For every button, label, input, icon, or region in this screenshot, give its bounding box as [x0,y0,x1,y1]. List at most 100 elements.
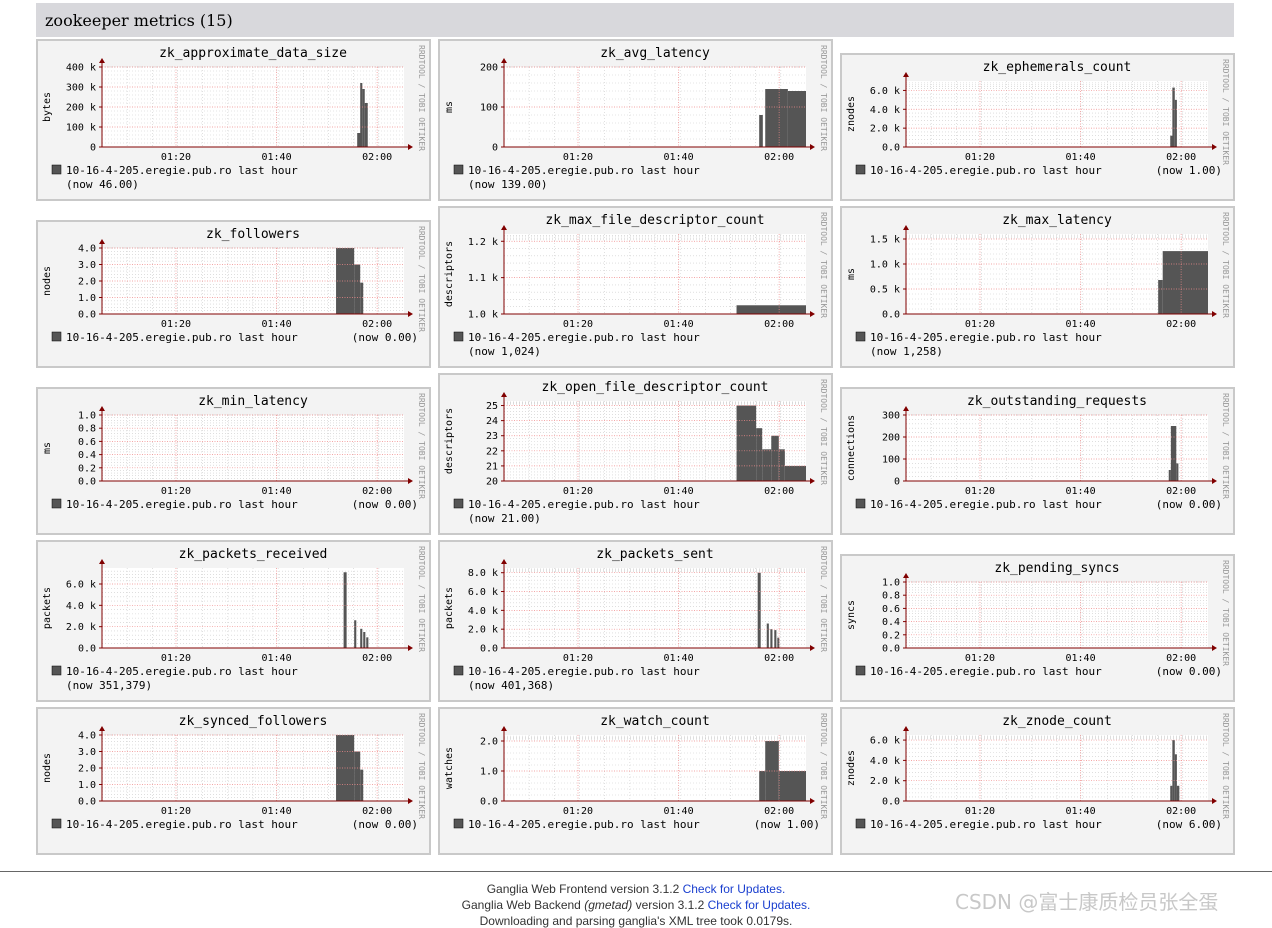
graph-panel[interactable]: zk_packets_sent RRDTOOL / TOBI OETIKER pac… [438,540,833,702]
legend-now-value: (now 351,379) [66,679,152,692]
y-axis-label: ms [444,101,455,113]
y-tick-label: 20 [486,477,498,488]
series-area [354,751,361,801]
y-tick-label: 0.6 [78,437,96,448]
x-tick-label: 01:40 [1066,486,1096,497]
rrdtool-credit: RRDTOOL / TOBI OETIKER [1221,560,1230,666]
y-axis-label: bytes [42,92,53,122]
x-axis-arrow [408,144,413,150]
y-tick-label: 400 k [66,63,96,74]
x-axis-arrow [408,645,413,651]
x-axis-arrow [1212,144,1217,150]
frontend-update-link[interactable]: Check for Updates. [682,882,786,896]
legend-host: 10-16-4-205.eregie.pub.ro last hour [870,818,1102,831]
x-tick-label: 02:00 [764,486,794,497]
y-tick-label: 1.0 [78,780,96,791]
series-area [1172,87,1175,147]
y-tick-label: 6.0 k [870,736,900,747]
graph-svg: zk_followers RRDTOOL / TOBI OETIKER nodes 0… [42,226,426,344]
graph-panel[interactable]: zk_avg_latency RRDTOOL / TOBI OETIKER ms 0 1… [438,39,833,201]
graph-panel[interactable]: zk_min_latency RRDTOOL / TOBI OETIKER ms 0.… [36,387,431,535]
y-tick-label: 100 [882,455,900,466]
x-tick-label: 01:40 [262,806,292,817]
rrdtool-credit: RRDTOOL / TOBI OETIKER [819,45,828,151]
y-tick-label: 6.0 k [468,587,498,598]
y-axis-arrow [501,392,507,397]
watermark: CSDN @富士康质检员张全蛋 [955,890,1219,914]
y-tick-label: 23 [486,431,498,442]
rrdtool-credit: RRDTOOL / TOBI OETIKER [819,713,828,819]
y-tick-label: 0.8 [882,591,900,602]
y-axis-arrow [903,72,909,77]
legend-now-value: (now 1.00) [1156,164,1222,177]
graph-svg: zk_znode_count RRDTOOL / TOBI OETIKER znod… [846,713,1230,831]
y-tick-label: 4.0 k [66,601,96,612]
series-area [759,115,763,147]
graph-panel[interactable]: zk_max_latency RRDTOOL / TOBI OETIKER ms 0.… [840,206,1235,368]
y-tick-label: 2.0 [480,737,498,748]
y-tick-label: 0 [492,143,498,154]
y-tick-label: 1.0 [480,767,498,778]
graph-panel[interactable]: zk_znode_count RRDTOOL / TOBI OETIKER znod… [840,707,1235,855]
graph-title: zk_open_file_descriptor_count [542,380,769,395]
x-tick-label: 02:00 [1166,806,1196,817]
graph-panel[interactable]: zk_open_file_descriptor_count RRDTOOL / T… [438,373,833,535]
x-tick-label: 01:40 [262,653,292,664]
backend-update-link[interactable]: Check for Updates. [707,898,811,912]
y-tick-label: 0.0 [78,797,96,808]
y-tick-label: 3.0 [78,260,96,271]
graph-panel[interactable]: zk_outstanding_requests RRDTOOL / TOBI OE… [840,387,1235,535]
y-axis-label: znodes [846,750,857,786]
x-tick-label: 01:40 [1066,653,1096,664]
x-tick-label: 02:00 [362,806,392,817]
legend-swatch [453,164,464,175]
graph-svg: zk_approximate_data_size RRDTOOL / TOBI O… [42,45,426,191]
graph-panel[interactable]: zk_ephemerals_count RRDTOOL / TOBI OETIKE… [840,53,1235,201]
series-area [784,465,806,481]
y-axis-arrow [903,573,909,578]
y-tick-label: 300 [882,411,900,422]
rrdtool-credit: RRDTOOL / TOBI OETIKER [1221,59,1230,165]
graph-panel[interactable]: zk_followers RRDTOOL / TOBI OETIKER nodes 0… [36,220,431,368]
graph-panel[interactable]: zk_max_file_descriptor_count RRDTOOL / TO… [438,206,833,368]
x-tick-label: 01:40 [262,152,292,163]
legend-now-value: (now 1,024) [468,345,541,358]
graph-svg: zk_packets_sent RRDTOOL / TOBI OETIKER pac… [444,546,828,692]
graph-panel[interactable]: zk_packets_received RRDTOOL / TOBI OETIKE… [36,540,431,702]
legend-swatch [51,331,62,342]
graph-title: zk_approximate_data_size [159,46,347,61]
series-area [360,83,363,147]
y-tick-label: 2.0 [78,764,96,775]
graph-panel[interactable]: zk_synced_followers RRDTOOL / TOBI OETIKE… [36,707,431,855]
y-tick-label: 1.2 k [468,237,498,248]
graph-panel[interactable]: zk_approximate_data_size RRDTOOL / TOBI O… [36,39,431,201]
y-axis-arrow [903,726,909,731]
y-axis-label: nodes [42,266,53,296]
graph-panel[interactable]: zk_watch_count RRDTOOL / TOBI OETIKER watc… [438,707,833,855]
x-axis-arrow [1212,478,1217,484]
rrdtool-credit: RRDTOOL / TOBI OETIKER [1221,212,1230,318]
series-area [1170,426,1177,481]
y-tick-label: 2.0 k [870,124,900,135]
legend-host: 10-16-4-205.eregie.pub.ro last hour [66,164,298,177]
x-tick-label: 01:40 [664,653,694,664]
graph-svg: zk_max_latency RRDTOOL / TOBI OETIKER ms 0.… [846,212,1230,358]
y-tick-label: 200 [480,63,498,74]
x-tick-label: 02:00 [764,319,794,330]
y-tick-label: 200 [882,433,900,444]
y-axis-arrow [99,406,105,411]
legend-host: 10-16-4-205.eregie.pub.ro last hour [468,665,700,678]
graph-panel[interactable]: zk_pending_syncs RRDTOOL / TOBI OETIKER sy… [840,554,1235,702]
graph-title: zk_znode_count [1002,714,1112,729]
y-tick-label: 0.0 [78,310,96,321]
y-axis-arrow [99,239,105,244]
graph-title: zk_max_latency [1002,213,1112,228]
series-area [765,89,788,147]
graph-title: zk_ephemerals_count [983,60,1132,75]
x-tick-label: 01:40 [262,319,292,330]
graph-svg: zk_outstanding_requests RRDTOOL / TOBI OE… [846,393,1230,511]
y-axis-label: packets [42,587,53,629]
y-axis-label: nodes [42,753,53,783]
x-tick-label: 01:40 [1066,806,1096,817]
graph-svg: zk_open_file_descriptor_count RRDTOOL / T… [444,379,828,525]
